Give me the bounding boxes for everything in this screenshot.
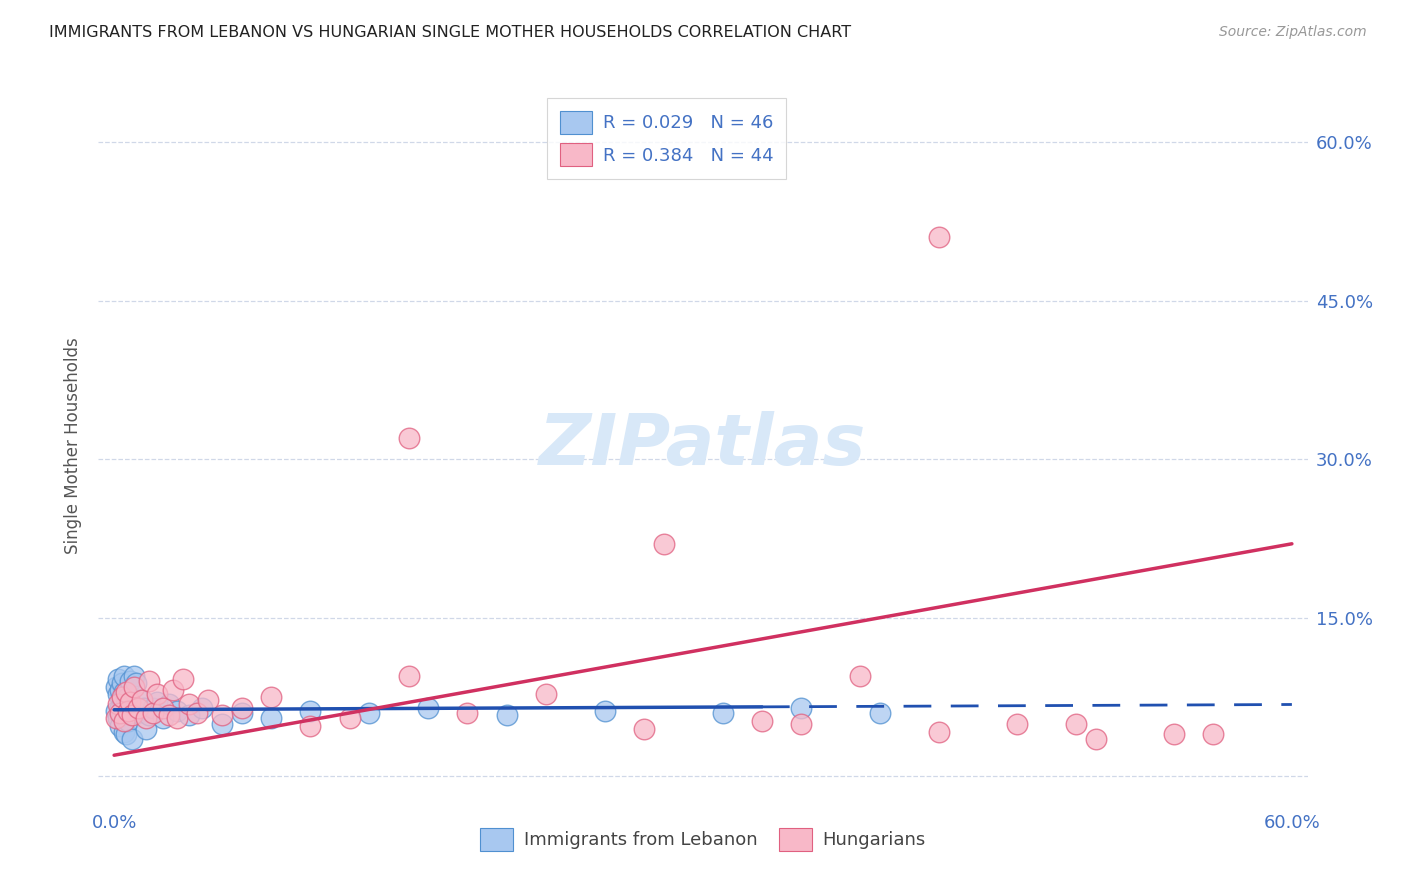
- Point: [928, 725, 950, 739]
- Point: [790, 716, 813, 731]
- Y-axis label: Single Mother Households: Single Mother Households: [65, 338, 83, 554]
- Point: [1084, 732, 1107, 747]
- Point: [211, 716, 233, 731]
- Point: [112, 714, 135, 729]
- Point: [121, 708, 143, 723]
- Point: [122, 680, 145, 694]
- Point: [928, 230, 950, 244]
- Point: [398, 431, 420, 445]
- Point: [260, 690, 283, 704]
- Point: [299, 704, 322, 718]
- Point: [112, 685, 135, 699]
- Point: [132, 700, 155, 714]
- Point: [118, 706, 141, 720]
- Point: [398, 669, 420, 683]
- Point: [231, 706, 253, 720]
- Point: [108, 706, 131, 720]
- Text: IMMIGRANTS FROM LEBANON VS HUNGARIAN SINGLE MOTHER HOUSEHOLDS CORRELATION CHART: IMMIGRANTS FROM LEBANON VS HUNGARIAN SIN…: [49, 25, 852, 40]
- Point: [869, 706, 891, 720]
- Point: [339, 711, 361, 725]
- Point: [105, 704, 128, 718]
- Point: [107, 698, 129, 712]
- Point: [359, 706, 381, 720]
- Point: [118, 695, 141, 709]
- Point: [107, 711, 129, 725]
- Point: [105, 711, 128, 725]
- Point: [146, 695, 169, 709]
- Point: [105, 680, 128, 694]
- Text: ZIPatlas: ZIPatlas: [540, 411, 866, 481]
- Point: [122, 669, 145, 683]
- Point: [633, 722, 655, 736]
- Point: [166, 711, 188, 725]
- Legend: Immigrants from Lebanon, Hungarians: Immigrants from Lebanon, Hungarians: [474, 821, 932, 858]
- Point: [125, 676, 148, 690]
- Point: [111, 676, 134, 690]
- Point: [157, 698, 180, 712]
- Point: [128, 693, 150, 707]
- Point: [118, 674, 141, 689]
- Point: [157, 708, 180, 723]
- Point: [211, 708, 233, 723]
- Point: [177, 708, 200, 723]
- Point: [790, 700, 813, 714]
- Point: [127, 706, 149, 720]
- Point: [751, 714, 773, 729]
- Point: [115, 727, 138, 741]
- Point: [112, 669, 135, 683]
- Point: [456, 706, 478, 720]
- Point: [135, 711, 157, 725]
- Point: [299, 718, 322, 732]
- Point: [131, 693, 153, 707]
- Point: [117, 714, 139, 729]
- Point: [1202, 727, 1225, 741]
- Point: [152, 700, 174, 714]
- Point: [849, 669, 872, 683]
- Point: [534, 687, 557, 701]
- Point: [177, 698, 200, 712]
- Point: [142, 700, 165, 714]
- Point: [115, 685, 138, 699]
- Point: [197, 693, 219, 707]
- Point: [108, 700, 131, 714]
- Point: [191, 700, 214, 714]
- Point: [115, 698, 138, 712]
- Point: [152, 711, 174, 725]
- Point: [112, 725, 135, 739]
- Point: [138, 708, 160, 723]
- Point: [495, 708, 517, 723]
- Point: [260, 711, 283, 725]
- Point: [652, 537, 675, 551]
- Point: [166, 704, 188, 718]
- Point: [107, 687, 129, 701]
- Point: [418, 700, 440, 714]
- Point: [146, 687, 169, 701]
- Point: [1005, 716, 1028, 731]
- Point: [107, 672, 129, 686]
- Point: [231, 700, 253, 714]
- Point: [111, 693, 134, 707]
- Point: [711, 706, 734, 720]
- Point: [138, 674, 160, 689]
- Point: [111, 690, 134, 704]
- Point: [121, 732, 143, 747]
- Point: [127, 700, 149, 714]
- Text: Source: ZipAtlas.com: Source: ZipAtlas.com: [1219, 25, 1367, 39]
- Point: [117, 690, 139, 704]
- Point: [135, 722, 157, 736]
- Point: [186, 706, 208, 720]
- Point: [593, 704, 616, 718]
- Point: [142, 706, 165, 720]
- Point: [108, 682, 131, 697]
- Point: [1064, 716, 1087, 731]
- Point: [1163, 727, 1185, 741]
- Point: [162, 682, 184, 697]
- Point: [111, 708, 134, 723]
- Point: [108, 718, 131, 732]
- Point: [117, 704, 139, 718]
- Point: [172, 672, 194, 686]
